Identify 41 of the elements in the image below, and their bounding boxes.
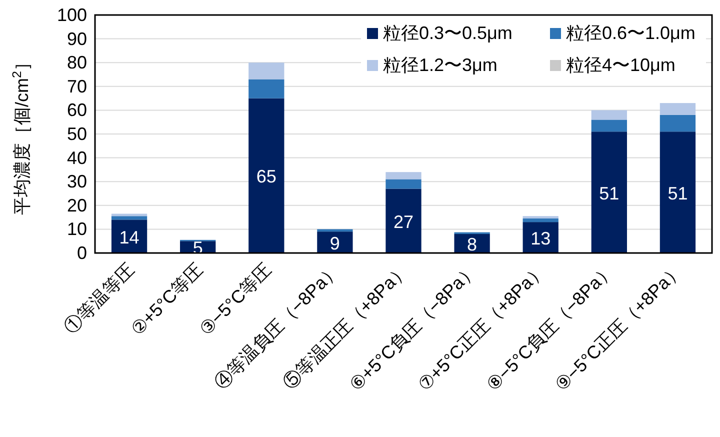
data-label: 9 bbox=[330, 233, 340, 254]
bar bbox=[660, 103, 696, 115]
data-label: 8 bbox=[467, 234, 478, 254]
y-tick-label: 80 bbox=[66, 52, 87, 73]
bar bbox=[386, 172, 422, 180]
bar bbox=[522, 218, 558, 222]
bar bbox=[591, 120, 627, 132]
bar bbox=[591, 132, 627, 253]
legend-label: 粒径0.6〜1.0μm bbox=[566, 23, 696, 43]
bar bbox=[660, 132, 696, 253]
data-label: 51 bbox=[668, 183, 688, 204]
y-tick-label: 100 bbox=[56, 5, 87, 25]
bar bbox=[111, 214, 148, 216]
data-label: 27 bbox=[393, 212, 414, 232]
y-tick-label: 70 bbox=[66, 76, 87, 96]
legend-label: 粒径0.3〜0.5μm bbox=[383, 23, 512, 43]
bar bbox=[248, 98, 284, 253]
y-tick-label: 10 bbox=[66, 219, 87, 240]
y-tick-label: 50 bbox=[66, 124, 87, 144]
bar bbox=[111, 216, 148, 220]
bar bbox=[317, 229, 353, 232]
y-tick-label: 20 bbox=[66, 195, 87, 216]
data-label: 13 bbox=[530, 228, 551, 249]
y-tick-label: 90 bbox=[66, 28, 87, 49]
legend-label: 粒径4〜10μm bbox=[566, 55, 676, 75]
data-label: 51 bbox=[599, 183, 620, 204]
bar bbox=[317, 232, 353, 253]
bar bbox=[111, 220, 148, 253]
legend-label: 粒径1.2〜3μm bbox=[383, 55, 498, 75]
bar bbox=[591, 110, 627, 120]
y-tick-label: 0 bbox=[76, 243, 87, 263]
bar bbox=[248, 79, 284, 98]
data-label: 14 bbox=[119, 227, 140, 248]
y-tick-label: 40 bbox=[66, 148, 87, 168]
bar bbox=[248, 62, 284, 80]
y-tick-label: 30 bbox=[66, 172, 87, 192]
data-label: 65 bbox=[256, 166, 276, 187]
bar bbox=[386, 179, 422, 189]
y-tick-label: 60 bbox=[66, 100, 87, 120]
bar bbox=[660, 114, 696, 132]
bar bbox=[386, 188, 422, 253]
